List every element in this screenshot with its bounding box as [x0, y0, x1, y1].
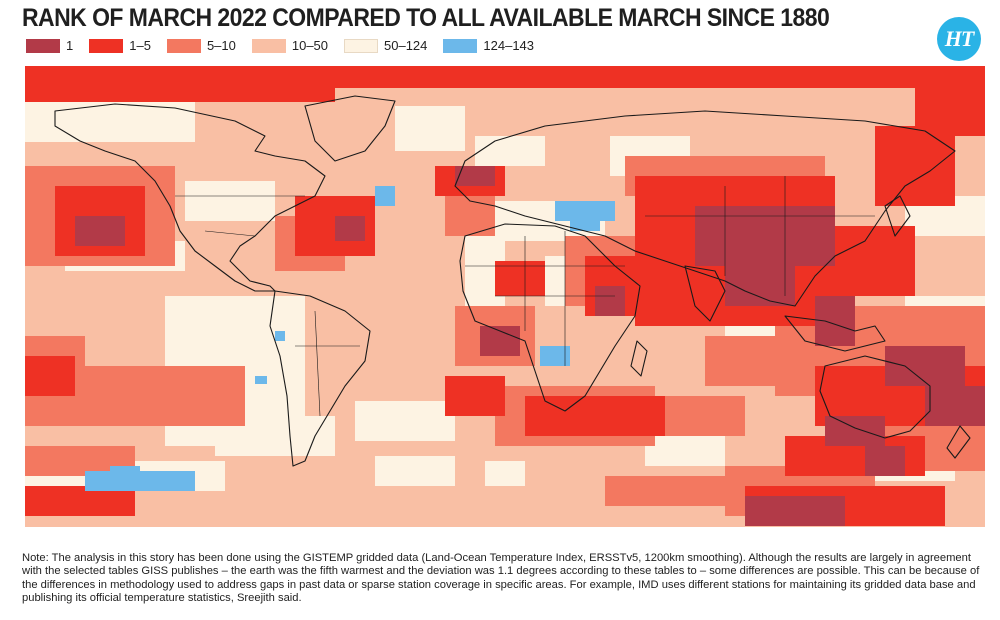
- legend-swatch: [344, 38, 379, 53]
- legend-label: 5–10: [206, 38, 236, 53]
- map-legend: 1 1–5 5–10 10–50 50–124 124–143: [26, 38, 550, 53]
- legend-label: 124–143: [483, 38, 535, 53]
- legend-swatch: [251, 38, 286, 53]
- legend-item-rank-124-143: 124–143: [443, 38, 534, 53]
- japan-outline: [884, 195, 911, 237]
- map-svg: [25, 66, 985, 527]
- border-line: [314, 310, 321, 417]
- page-title: RANK OF MARCH 2022 COMPARED TO ALL AVAIL…: [22, 4, 830, 32]
- eurasia-outline: [454, 110, 956, 307]
- legend-item-rank-1: 1: [26, 38, 73, 53]
- legend-swatch: [89, 38, 124, 53]
- rank-124-143-regions: [85, 186, 615, 491]
- legend-item-rank-50-124: 50–124: [344, 38, 427, 53]
- world-rank-map: [25, 66, 985, 527]
- legend-item-rank-10-50: 10–50: [251, 38, 329, 53]
- indonesia-outline: [784, 315, 886, 352]
- border-line: [204, 230, 256, 237]
- ht-logo: HT: [937, 17, 981, 61]
- footnote: Note: The analysis in this story has bee…: [22, 552, 980, 604]
- australia-outline: [819, 355, 931, 439]
- legend-label: 1–5: [129, 38, 151, 53]
- north-america-outline: [54, 103, 326, 292]
- legend-swatch: [166, 38, 201, 53]
- logo-text: HT: [944, 26, 975, 51]
- country-borders: [175, 176, 875, 417]
- madagascar-outline: [630, 340, 648, 377]
- legend-item-rank-5-10: 5–10: [166, 38, 236, 53]
- greenland-outline: [304, 95, 396, 162]
- legend-item-rank-1-5: 1–5: [89, 38, 151, 53]
- africa-outline: [459, 223, 641, 412]
- new-zealand-outline: [946, 425, 971, 459]
- legend-swatch: [26, 38, 60, 53]
- south-america-outline: [269, 290, 371, 467]
- coastlines: [54, 95, 971, 467]
- india-outline: [684, 265, 726, 322]
- legend-label: 10–50: [291, 38, 329, 53]
- legend-swatch: [443, 38, 478, 53]
- legend-label: 1: [66, 38, 74, 53]
- legend-label: 50–124: [384, 38, 428, 53]
